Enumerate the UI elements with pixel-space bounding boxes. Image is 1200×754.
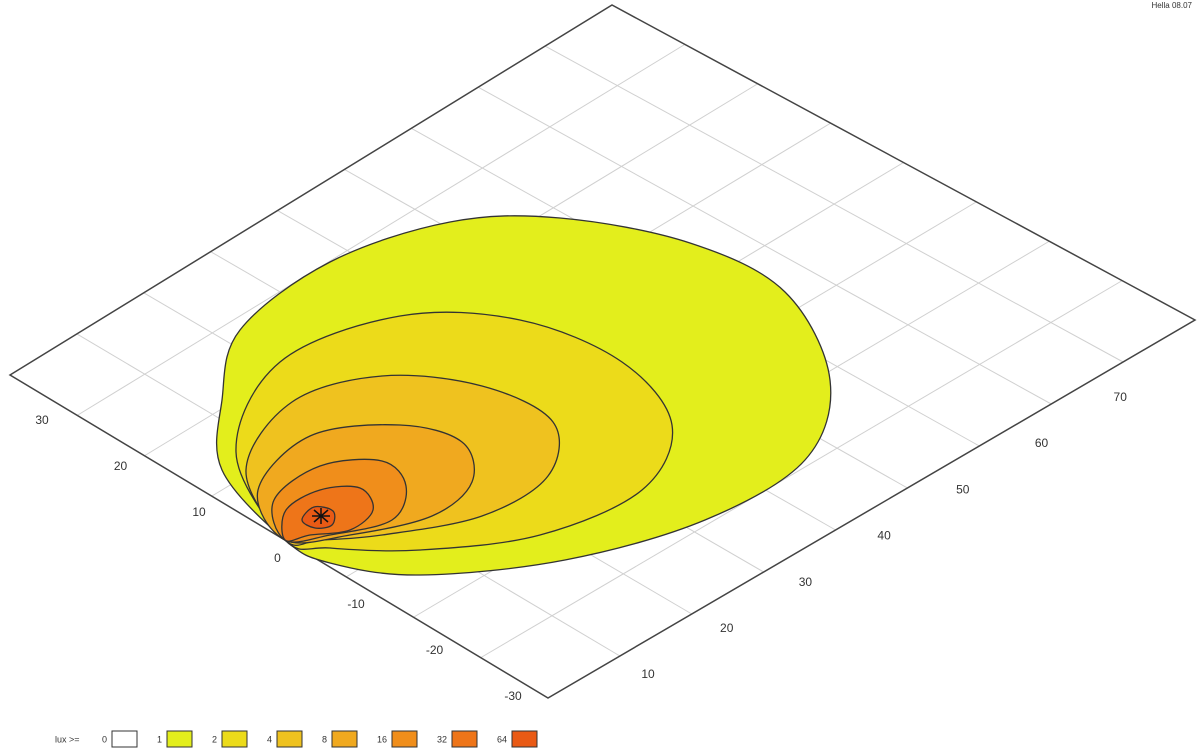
contours bbox=[216, 215, 832, 576]
right-axis-label: 70 bbox=[1114, 390, 1128, 404]
legend-label: 16 bbox=[377, 734, 387, 744]
left-axis-label: -30 bbox=[504, 689, 522, 703]
legend-label: 2 bbox=[212, 734, 217, 744]
stamp: Hella 08.07 bbox=[1152, 1, 1193, 10]
legend-swatch bbox=[511, 730, 538, 748]
left-axis-label: 30 bbox=[35, 413, 49, 427]
legend-swatch bbox=[391, 730, 418, 748]
legend: lux >= 0 1 2 4 8 16 32 64 bbox=[55, 730, 538, 748]
right-axis-label: 60 bbox=[1035, 436, 1049, 450]
legend-label: 8 bbox=[322, 734, 327, 744]
left-axis-label: -10 bbox=[347, 597, 365, 611]
grid-line bbox=[544, 45, 1124, 363]
right-axis-label: 50 bbox=[956, 482, 970, 496]
right-axis-label: 30 bbox=[799, 575, 813, 589]
right-axis-label: 40 bbox=[877, 529, 891, 543]
left-axis-label: 0 bbox=[274, 551, 281, 565]
right-axis-label: 20 bbox=[720, 621, 734, 635]
grid-line bbox=[480, 280, 1123, 659]
legend-title: lux >= bbox=[55, 734, 80, 744]
axes: 30 20 10 0 -10 -20 -30 10 20 30 40 50 60 70 bbox=[35, 390, 1127, 703]
legend-label: 0 bbox=[102, 734, 107, 744]
legend-swatch bbox=[451, 730, 478, 748]
legend-label: 32 bbox=[437, 734, 447, 744]
legend-swatch bbox=[221, 730, 248, 748]
legend-label: 1 bbox=[157, 734, 162, 744]
left-axis-label: 10 bbox=[192, 505, 206, 519]
legend-label: 4 bbox=[267, 734, 272, 744]
legend-label: 64 bbox=[497, 734, 507, 744]
ground-plane bbox=[8, 4, 1197, 699]
legend-swatch bbox=[166, 730, 193, 748]
left-axis-label: 20 bbox=[114, 459, 128, 473]
lamp-position bbox=[312, 508, 330, 524]
right-axis-label: 10 bbox=[641, 667, 655, 681]
legend-swatch bbox=[111, 730, 138, 748]
legend-swatch bbox=[276, 730, 303, 748]
left-axis-label: -20 bbox=[426, 643, 444, 657]
grid-line bbox=[76, 43, 686, 416]
grid-line bbox=[477, 86, 1052, 405]
legend-swatch bbox=[331, 730, 358, 748]
